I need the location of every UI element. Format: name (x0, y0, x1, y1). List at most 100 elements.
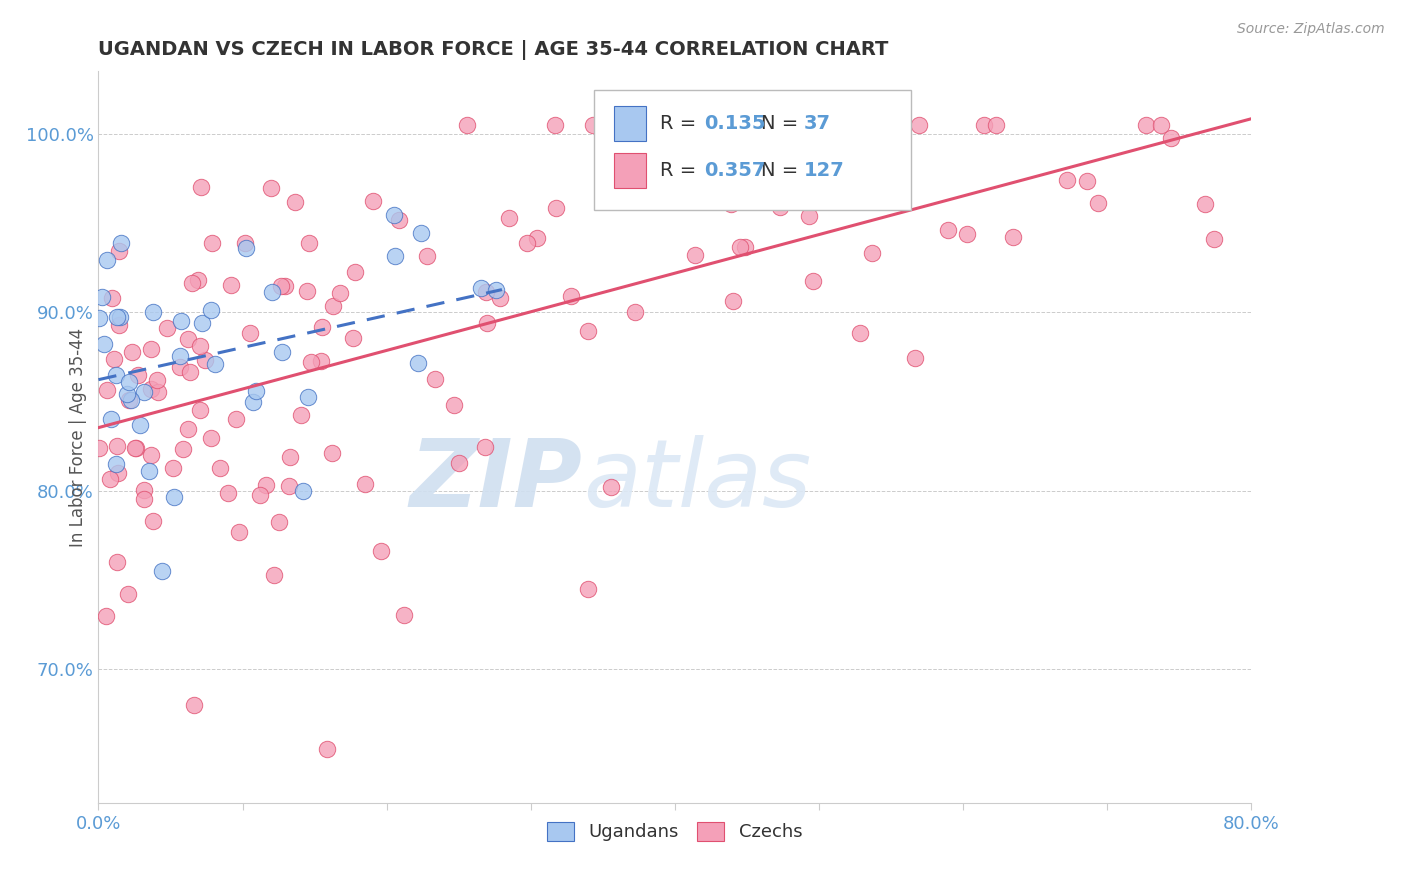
Point (831, 128, 853, 142)
Text: R =: R = (659, 114, 703, 133)
Point (544, 118, 567, 132)
Point (105, 457, 128, 471)
Point (806, 153, 828, 168)
Point (141, 343, 163, 357)
Text: 37: 37 (804, 114, 831, 133)
Point (623, 304, 645, 318)
Point (297, 390, 319, 404)
Point (183, 698, 205, 712)
Point (162, 460, 184, 475)
Point (101, 291, 124, 305)
Text: UGANDAN VS CZECH IN LABOR FORCE | AGE 35-44 CORRELATION CHART: UGANDAN VS CZECH IN LABOR FORCE | AGE 35… (98, 39, 889, 60)
Point (118, 392, 141, 407)
Point (456, 118, 478, 132)
Point (204, 358, 226, 372)
Point (271, 344, 294, 359)
Point (382, 207, 405, 221)
Point (274, 279, 297, 293)
Point (1160, 131, 1182, 145)
Point (142, 514, 165, 528)
Text: 0.357: 0.357 (704, 161, 765, 180)
Point (474, 440, 496, 454)
Point (298, 236, 321, 251)
Point (125, 441, 148, 455)
Text: ZIP: ZIP (409, 435, 582, 527)
Point (105, 310, 128, 325)
Point (1202, 232, 1225, 246)
Point (233, 235, 256, 250)
Point (406, 356, 429, 370)
Point (117, 586, 139, 600)
Point (105, 439, 128, 453)
Point (169, 359, 191, 374)
Point (1135, 118, 1157, 132)
Point (425, 372, 447, 386)
Text: atlas: atlas (582, 435, 811, 526)
Point (181, 276, 204, 290)
Point (984, 118, 1007, 132)
Point (146, 384, 169, 399)
Point (156, 320, 179, 334)
Legend: Ugandans, Czechs: Ugandans, Czechs (540, 814, 810, 848)
Point (245, 384, 267, 398)
Point (908, 118, 931, 132)
Point (1076, 174, 1098, 188)
FancyBboxPatch shape (614, 106, 647, 141)
Point (239, 326, 262, 341)
Point (723, 293, 745, 308)
Point (956, 227, 979, 241)
Point (115, 386, 138, 401)
Point (242, 395, 264, 409)
Point (190, 180, 212, 194)
Point (200, 302, 222, 317)
Point (134, 491, 156, 506)
Point (1001, 229, 1024, 244)
Text: 127: 127 (804, 161, 845, 180)
Point (103, 351, 125, 366)
Point (270, 279, 292, 293)
Point (141, 382, 163, 396)
Text: N =: N = (762, 161, 804, 180)
Point (187, 273, 209, 287)
Point (904, 351, 927, 365)
Point (311, 320, 333, 334)
Point (132, 384, 155, 399)
Point (110, 310, 132, 324)
Point (105, 368, 128, 382)
Point (516, 236, 538, 251)
Point (108, 244, 131, 258)
Point (654, 118, 676, 132)
FancyBboxPatch shape (614, 153, 647, 188)
Point (730, 240, 752, 254)
Point (194, 352, 217, 367)
Point (235, 241, 257, 255)
Point (309, 354, 332, 368)
Point (96, 252, 118, 267)
Point (260, 181, 283, 195)
Y-axis label: In Labor Force | Age 35-44: In Labor Force | Age 35-44 (69, 327, 87, 547)
Point (150, 564, 173, 578)
Point (388, 212, 411, 227)
Point (162, 490, 184, 504)
Point (179, 365, 201, 379)
Point (683, 248, 706, 262)
Point (720, 196, 742, 211)
Point (172, 442, 194, 457)
Point (209, 460, 232, 475)
Text: N =: N = (762, 114, 804, 133)
Point (291, 483, 314, 498)
Point (121, 345, 143, 359)
Point (100, 412, 122, 426)
Point (370, 543, 392, 558)
Point (141, 448, 163, 462)
Point (489, 291, 512, 305)
Text: R =: R = (659, 161, 703, 180)
Point (108, 318, 131, 332)
Point (93, 337, 115, 351)
Point (217, 486, 239, 500)
Point (188, 403, 211, 417)
Point (124, 441, 146, 455)
Point (295, 284, 318, 298)
Point (169, 349, 191, 363)
Point (329, 286, 352, 301)
